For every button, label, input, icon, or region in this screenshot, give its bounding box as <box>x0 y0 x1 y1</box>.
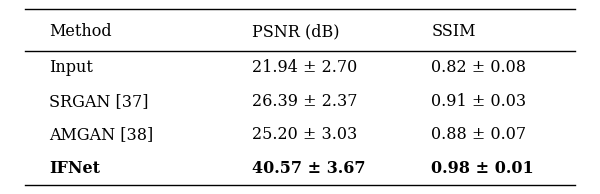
Text: Method: Method <box>49 23 112 41</box>
Text: 25.20 ± 3.03: 25.20 ± 3.03 <box>252 126 358 143</box>
Text: 26.39 ± 2.37: 26.39 ± 2.37 <box>252 93 358 110</box>
Text: 0.88 ± 0.07: 0.88 ± 0.07 <box>431 126 527 143</box>
Text: 0.91 ± 0.03: 0.91 ± 0.03 <box>431 93 527 110</box>
Text: AMGAN [38]: AMGAN [38] <box>49 126 154 143</box>
Text: 0.82 ± 0.08: 0.82 ± 0.08 <box>431 59 526 76</box>
Text: PSNR (dB): PSNR (dB) <box>252 23 340 41</box>
Text: IFNet: IFNet <box>49 160 100 177</box>
Text: 0.98 ± 0.01: 0.98 ± 0.01 <box>431 160 534 177</box>
Text: SSIM: SSIM <box>431 23 476 41</box>
Text: 40.57 ± 3.67: 40.57 ± 3.67 <box>252 160 366 177</box>
Text: Input: Input <box>49 59 93 76</box>
Text: 21.94 ± 2.70: 21.94 ± 2.70 <box>252 59 358 76</box>
Text: SRGAN [37]: SRGAN [37] <box>49 93 149 110</box>
